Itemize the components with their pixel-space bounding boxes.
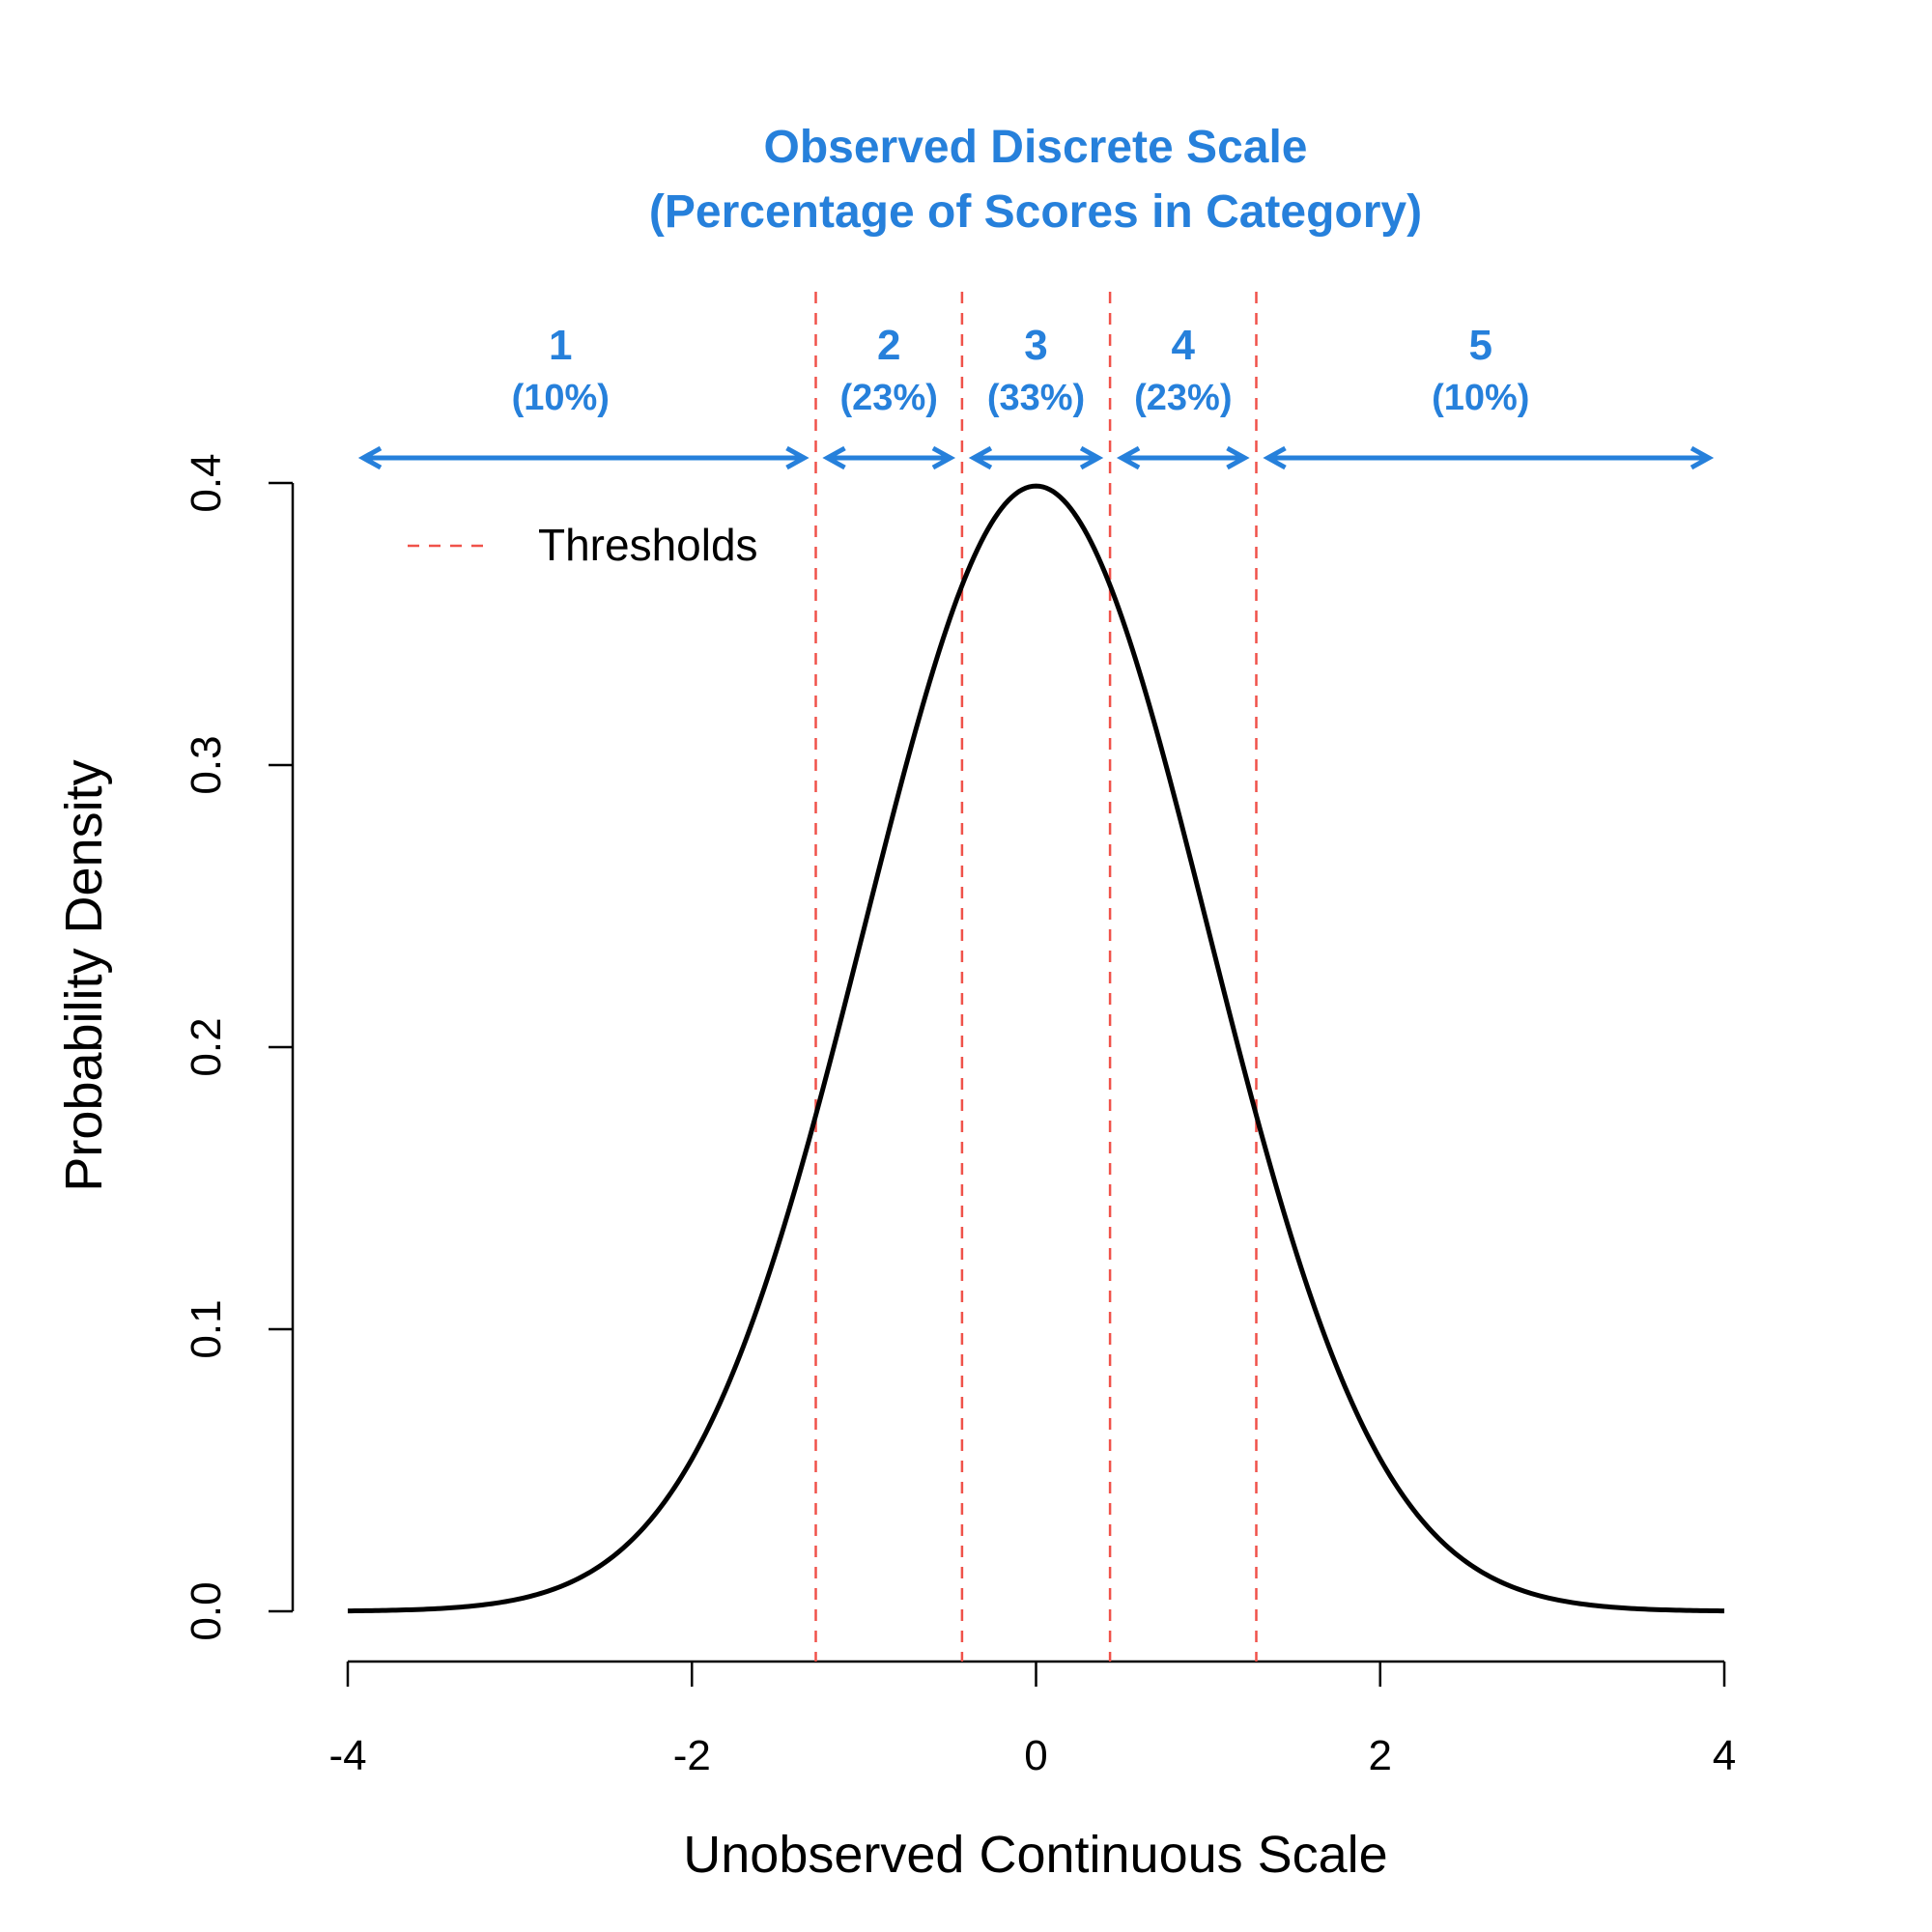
x-tick-label: 2	[1369, 1732, 1392, 1779]
x-tick-label: 4	[1713, 1732, 1736, 1779]
y-tick-label: 0.4	[183, 453, 230, 512]
y-tick-label: 0.2	[183, 1017, 230, 1076]
category-percent: (23%)	[840, 378, 938, 418]
density-curve	[347, 483, 1725, 1614]
arrow-head-right	[1690, 445, 1715, 470]
arrow-head-left	[357, 445, 383, 470]
x-axis-label: Unobserved Continuous Scale	[683, 1826, 1387, 1884]
legend: Thresholds	[408, 520, 758, 570]
arrow-head-left	[822, 445, 846, 470]
legend-threshold-label: Thresholds	[538, 520, 758, 570]
category-percent: (33%)	[987, 378, 1085, 418]
arrow-head-right	[785, 445, 810, 470]
arrow-head-right	[1079, 445, 1104, 470]
x-tick-label: 0	[1024, 1732, 1047, 1779]
category-label: 5	[1469, 322, 1492, 369]
arrow-head-right	[931, 445, 956, 470]
category-percent: (10%)	[512, 378, 610, 418]
category-label: 2	[877, 322, 900, 369]
arrow-head-left	[1263, 445, 1287, 470]
category-label: 4	[1172, 322, 1196, 369]
arrow-head-left	[968, 445, 993, 470]
category-label: 3	[1024, 322, 1047, 369]
arrow-head-right	[1226, 445, 1250, 470]
chart-title: Observed Discrete Scale	[764, 122, 1308, 173]
category-percent: (23%)	[1134, 378, 1232, 418]
y-tick-label: 0.3	[183, 735, 230, 794]
x-tick-label: -4	[328, 1732, 366, 1779]
arrow-head-left	[1116, 445, 1141, 470]
y-tick-label: 0.0	[183, 1581, 230, 1640]
y-axis-label: Probability Density	[55, 759, 113, 1191]
category-percent: (10%)	[1432, 378, 1529, 418]
chart-subtitle: (Percentage of Scores in Category)	[649, 186, 1422, 238]
category-label: 1	[549, 322, 572, 369]
x-tick-label: -2	[673, 1732, 711, 1779]
y-tick-label: 0.1	[183, 1299, 230, 1358]
